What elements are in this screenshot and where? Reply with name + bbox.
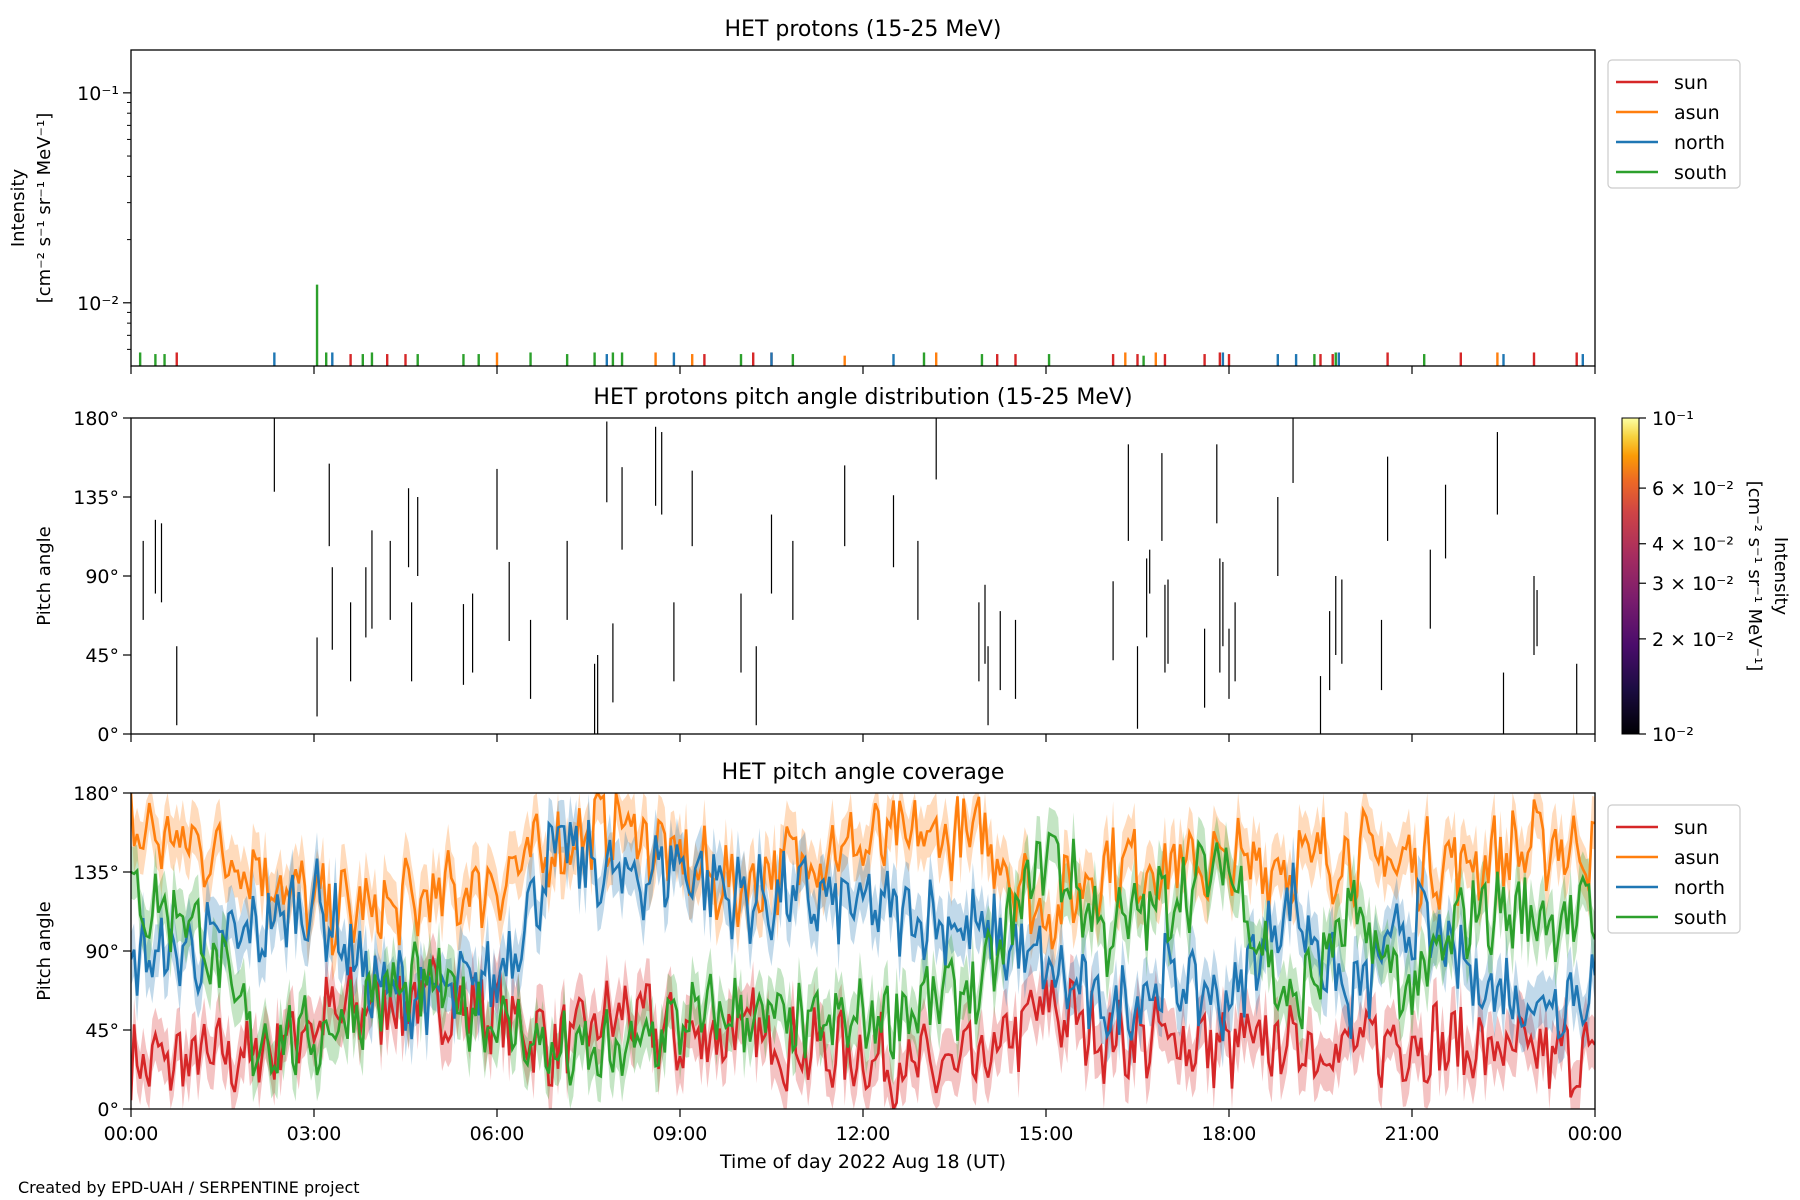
- panel-pitch-angle-distribution: HET protons pitch angle distribution (15…: [34, 385, 1791, 746]
- credit-text: Created by EPD-UAH / SERPENTINE project: [18, 1178, 360, 1197]
- legend-box: [1607, 804, 1741, 934]
- line-south: [131, 831, 1595, 1086]
- legend-label-north: north: [1674, 132, 1725, 154]
- panel1-frame: [130, 49, 1596, 367]
- line-north: [131, 819, 1595, 1042]
- band-sun: [131, 932, 1595, 1109]
- y-tick-label: 135°: [73, 487, 119, 509]
- y-tick-label: 135°: [73, 862, 119, 884]
- x-tick-label: 21:00: [1385, 1123, 1440, 1145]
- panel3-y-axis: 0° 45° 90° 135° 180°: [73, 783, 131, 1121]
- colorbar-tick-label: 10⁻²: [1652, 724, 1694, 746]
- legend-panel3: sun asun north south: [1607, 804, 1741, 934]
- x-tick-label: 00:00: [104, 1123, 159, 1145]
- y-tick-label: 0°: [97, 1099, 119, 1121]
- colorbar-tick-label: 10⁻¹: [1652, 408, 1694, 430]
- panel2-title: HET protons pitch angle distribution (15…: [593, 385, 1132, 410]
- panel2-marks: [142, 418, 1578, 734]
- line-asun: [131, 793, 1595, 956]
- legend-label-north: north: [1674, 877, 1725, 899]
- panel2-x-ticks: [130, 734, 1596, 742]
- x-tick-label: 06:00: [470, 1123, 525, 1145]
- legend-label-sun: sun: [1674, 817, 1708, 839]
- panel2-ylabel: Pitch angle: [34, 526, 55, 625]
- colorbar-tick-label: 6 × 10⁻²: [1652, 478, 1734, 500]
- panel1-ylabel-line2: [cm⁻² s⁻¹ sr⁻¹ MeV⁻¹]: [34, 113, 55, 304]
- colorbar-tick-label: 2 × 10⁻²: [1652, 629, 1734, 651]
- panel3-x-axis: 00:00 03:00 06:00 09:00 12:00 15:00 18:00 21:00…: [104, 1109, 1623, 1145]
- panel1-marks: [138, 284, 1585, 366]
- y-tick-label: 90°: [85, 941, 119, 963]
- legend-box: [1607, 59, 1741, 189]
- panel1-x-ticks: [130, 366, 1596, 374]
- band-asun: [131, 793, 1595, 982]
- colorbar-label-line1: Intensity: [1770, 537, 1791, 616]
- panel1-title: HET protons (15-25 MeV): [725, 17, 1002, 42]
- panel3-title: HET pitch angle coverage: [722, 760, 1005, 785]
- y-tick-label: 45°: [85, 1020, 119, 1042]
- x-axis-label: Time of day 2022 Aug 18 (UT): [719, 1151, 1006, 1173]
- x-tick-label: 15:00: [1019, 1123, 1074, 1145]
- legend-label-asun: asun: [1674, 102, 1720, 124]
- y-tick-label: 10⁻²: [77, 293, 119, 315]
- y-tick-label: 180°: [73, 408, 119, 430]
- colorbar-label-line2: [cm⁻² s⁻¹ sr⁻¹ MeV⁻¹]: [1744, 481, 1765, 672]
- legend-panel1: sun asun north south: [1607, 59, 1741, 189]
- panel2-frame: [130, 417, 1596, 735]
- y-tick-label: 10⁻¹: [77, 83, 119, 105]
- colorbar-ticks: 10⁻¹ 6 × 10⁻² 4 × 10⁻² 3 × 10⁻² 2 × 10⁻² 10⁻²: [1639, 408, 1734, 746]
- x-tick-label: 12:00: [836, 1123, 891, 1145]
- colorbar-tick-label: 4 × 10⁻²: [1652, 534, 1734, 556]
- panel1-y-axis: 10⁻¹ 10⁻²: [77, 83, 131, 350]
- panel3-ylabel: Pitch angle: [34, 901, 55, 1000]
- x-tick-label: 09:00: [653, 1123, 708, 1145]
- y-tick-label: 90°: [85, 566, 119, 588]
- legend-label-asun: asun: [1674, 847, 1720, 869]
- colorbar: [1621, 417, 1640, 735]
- panel3-marks: [131, 793, 1595, 1109]
- colorbar-tick-label: 3 × 10⁻²: [1652, 573, 1734, 595]
- panel1-ylabel-line1: Intensity: [8, 168, 29, 247]
- panel-intensity: HET protons (15-25 MeV) 10⁻¹ 10⁻² Intensi…: [8, 17, 1741, 374]
- legend-label-sun: sun: [1674, 72, 1708, 94]
- y-tick-label: 180°: [73, 783, 119, 805]
- x-tick-label: 03:00: [287, 1123, 342, 1145]
- legend-label-south: south: [1674, 907, 1727, 929]
- x-tick-label: 18:00: [1202, 1123, 1257, 1145]
- x-tick-label: 00:00: [1568, 1123, 1623, 1145]
- panel-pitch-angle-coverage: HET pitch angle coverage 0° 45° 90° 135° 180…: [34, 760, 1741, 1173]
- legend-label-south: south: [1674, 162, 1727, 184]
- y-tick-label: 45°: [85, 645, 119, 667]
- panel2-y-axis: 0° 45° 90° 135° 180°: [73, 408, 131, 746]
- y-tick-label: 0°: [97, 724, 119, 746]
